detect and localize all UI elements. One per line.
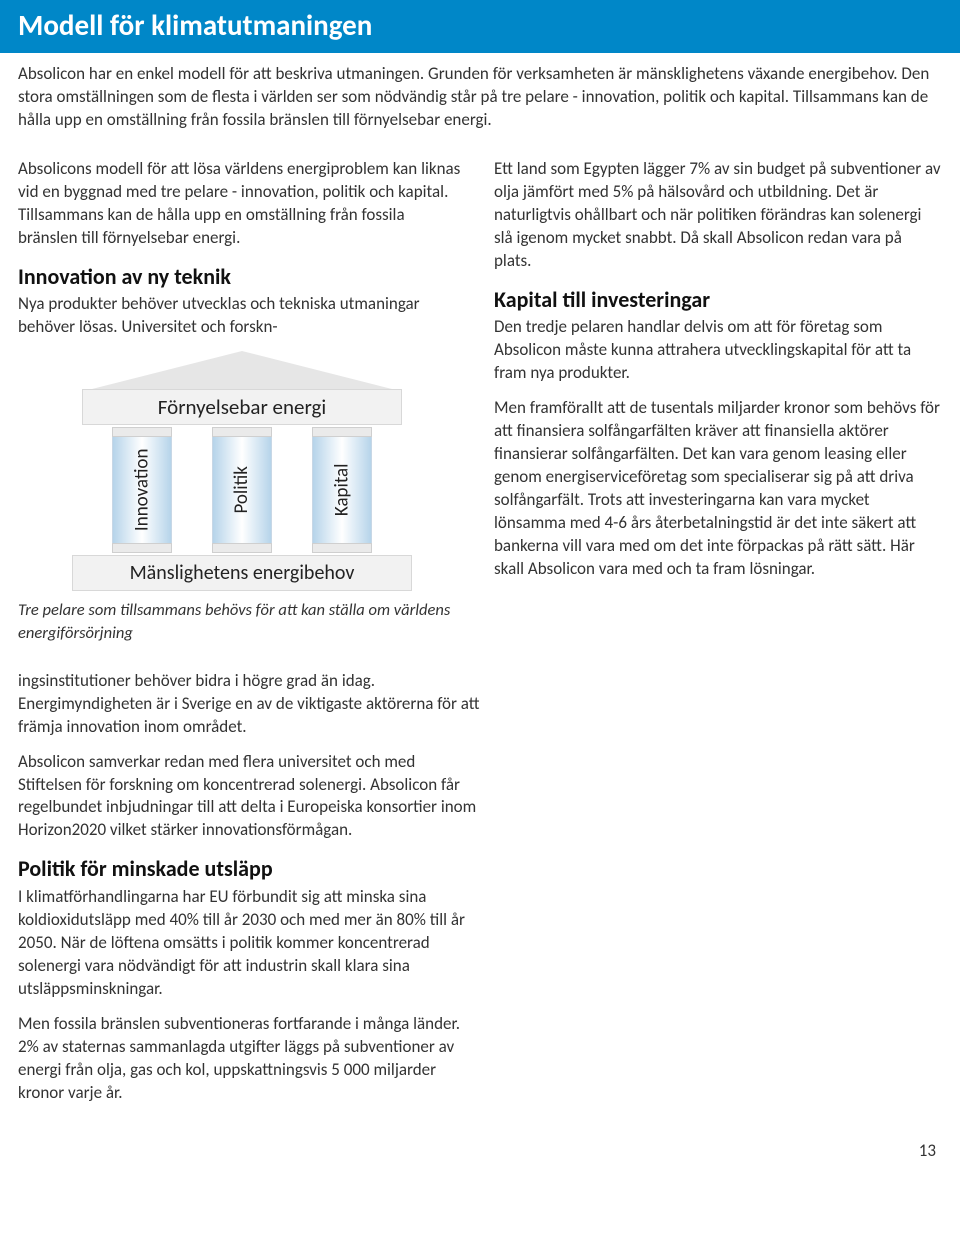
page-number: 13 (0, 1116, 960, 1179)
paragraph-innovation: Nya produkter behöver utvecklas och tekn… (18, 293, 466, 339)
paragraph-continued-2: Absolicon samverkar redan med flera univ… (18, 751, 482, 843)
paragraph-kapital-2: Men framförallt att de tusentals miljard… (494, 397, 942, 581)
right-paragraph-1: Ett land som Egypten lägger 7% av sin bu… (494, 158, 942, 273)
heading-innovation: Innovation av ny teknik (18, 262, 466, 292)
intro-paragraph: Absolicon har en enkel modell för att be… (0, 63, 960, 146)
pillar-capital-icon (212, 427, 272, 437)
pillar-kapital: Kapital (312, 427, 372, 553)
pillar-label: Politik (229, 467, 255, 514)
pillar-shaft: Politik (212, 437, 272, 543)
pillar-politik: Politik (212, 427, 272, 553)
diagram-roof-icon (92, 351, 392, 389)
right-column: Ett land som Egypten lägger 7% av sin bu… (494, 158, 942, 658)
paragraph-politik-1: I klimatförhandlingarna har EU förbundit… (18, 886, 482, 1001)
pillar-capital-icon (112, 427, 172, 437)
pillar-shaft: Innovation (112, 437, 172, 543)
pillar-base-icon (212, 543, 272, 553)
pillar-base-icon (112, 543, 172, 553)
pillar-label: Kapital (329, 464, 355, 517)
paragraph-politik-2: Men fossila bränslen subventioneras fort… (18, 1013, 482, 1105)
heading-politik: Politik för minskade utsläpp (18, 854, 482, 884)
pillar-capital-icon (312, 427, 372, 437)
continued-left-column: ingsinstitutioner behöver bidra i högre … (0, 658, 500, 1105)
page-title-bar: Modell för klimatutmaningen (0, 0, 960, 53)
diagram-caption: Tre pelare som tillsammans behövs för at… (18, 599, 466, 644)
pillar-diagram: Förnyelsebar energi Innovation Politik (62, 351, 422, 591)
diagram-base-label: Mänslighetens energibehov (72, 555, 412, 591)
diagram-roof-label: Förnyelsebar energi (82, 389, 402, 425)
pillar-shaft: Kapital (312, 437, 372, 543)
pillar-base-icon (312, 543, 372, 553)
left-paragraph-1: Absolicons modell för att lösa världens … (18, 158, 466, 250)
diagram-pillars-row: Innovation Politik Kapit (92, 427, 392, 553)
left-column: Absolicons modell för att lösa världens … (18, 158, 466, 658)
paragraph-kapital-1: Den tredje pelaren handlar delvis om att… (494, 316, 942, 385)
two-column-layout: Absolicons modell för att lösa världens … (0, 158, 960, 658)
pillar-innovation: Innovation (112, 427, 172, 553)
heading-kapital: Kapital till investeringar (494, 285, 942, 315)
pillar-diagram-container: Förnyelsebar energi Innovation Politik (18, 351, 466, 591)
page-title: Modell för klimatutmaningen (18, 7, 372, 43)
pillar-label: Innovation (129, 449, 155, 532)
paragraph-continued-1: ingsinstitutioner behöver bidra i högre … (18, 670, 482, 739)
